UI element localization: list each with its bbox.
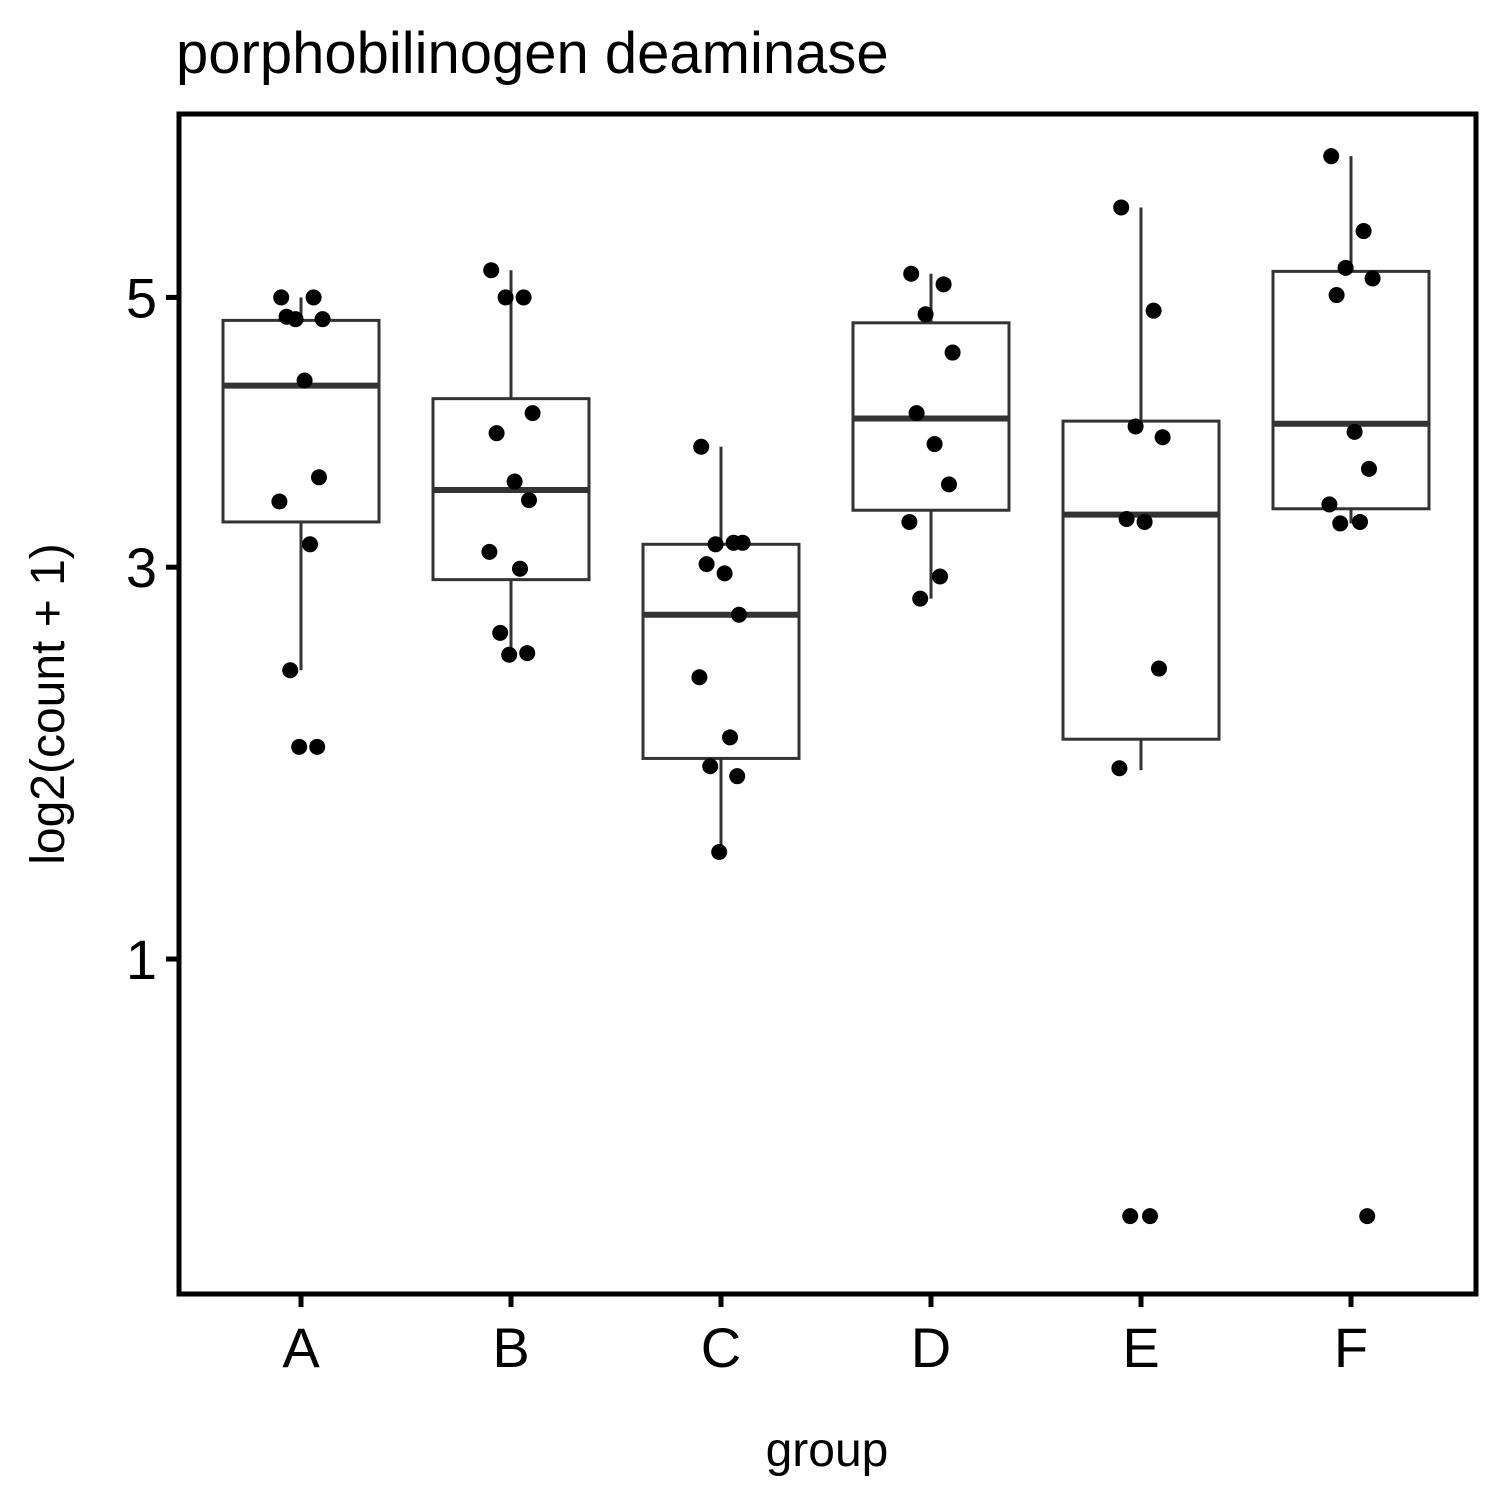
point-B-7 — [521, 492, 537, 509]
box-C — [641, 446, 801, 852]
box-F — [1271, 156, 1431, 524]
point-C-6 — [716, 565, 733, 582]
point-C-8 — [691, 669, 708, 686]
point-F-9 — [1352, 513, 1368, 530]
chart-title: porphobilinogen deaminase — [176, 21, 889, 86]
point-A-12 — [291, 738, 308, 755]
point-B-4 — [524, 405, 541, 422]
point-D-8 — [901, 513, 918, 530]
x-tick-label-A: A — [282, 1316, 320, 1379]
point-F-2 — [1355, 223, 1372, 240]
point-D-7 — [941, 476, 957, 493]
point-E-8 — [1111, 760, 1128, 777]
x-tick-label-F: F — [1334, 1316, 1368, 1379]
point-B-11 — [519, 645, 536, 662]
point-F-4 — [1364, 270, 1381, 287]
y-axis: 1 3 5 — [126, 266, 179, 991]
point-E-4 — [1154, 429, 1171, 446]
point-A-7 — [311, 469, 327, 486]
plot-panel — [176, 111, 1479, 1297]
point-A-1 — [273, 289, 290, 306]
point-E-5 — [1118, 511, 1135, 528]
point-F-8 — [1321, 496, 1338, 513]
point-B-6 — [506, 473, 523, 490]
point-B-12 — [501, 646, 518, 663]
point-D-3 — [917, 306, 934, 323]
x-tick-label-D: D — [911, 1316, 951, 1379]
point-D-5 — [908, 405, 925, 422]
point-C-3 — [707, 536, 724, 553]
point-A-10 — [282, 662, 299, 679]
point-B-8 — [481, 543, 498, 560]
box-E — [1061, 207, 1221, 771]
point-B-9 — [512, 560, 528, 577]
box-B — [431, 270, 591, 655]
point-C-1 — [693, 438, 710, 455]
point-A-2 — [305, 289, 322, 306]
point-E-2 — [1145, 302, 1162, 319]
x-tick-label-B: B — [492, 1316, 529, 1379]
point-A-5 — [278, 308, 295, 325]
boxes-layer — [221, 156, 1431, 852]
x-tick-label-E: E — [1122, 1316, 1159, 1379]
point-D-4 — [944, 344, 961, 361]
point-B-1 — [483, 262, 500, 279]
box-rect-A — [221, 318, 381, 524]
point-B-2 — [515, 289, 532, 306]
point-C-12 — [711, 843, 728, 860]
point-D-6 — [926, 436, 943, 453]
point-D-9 — [932, 568, 948, 585]
point-C-7 — [731, 606, 747, 623]
point-A-11 — [309, 738, 326, 755]
y-tick-label-3: 3 — [126, 536, 157, 599]
box-rect-E — [1061, 419, 1221, 741]
point-A-4 — [314, 311, 331, 328]
point-E-7 — [1151, 660, 1167, 677]
box-A — [221, 297, 381, 671]
point-C-11 — [729, 768, 746, 785]
point-A-9 — [302, 536, 318, 553]
point-C-10 — [702, 758, 719, 775]
point-E-9 — [1142, 1208, 1158, 1225]
point-F-3 — [1337, 259, 1354, 276]
point-C-4 — [734, 534, 751, 551]
point-C-5 — [698, 556, 715, 573]
point-F-7 — [1361, 460, 1377, 477]
x-axis-title: group — [766, 1424, 889, 1477]
x-tick-label-C: C — [701, 1316, 741, 1379]
point-F-6 — [1346, 423, 1363, 440]
point-A-8 — [271, 493, 288, 510]
point-D-10 — [912, 590, 929, 607]
y-tick-label-5: 5 — [126, 266, 157, 329]
x-axis: A B C D E F — [282, 1294, 1368, 1379]
point-F-10 — [1332, 515, 1349, 532]
y-axis-title: log2(count + 1) — [22, 543, 75, 865]
y-tick-label-1: 1 — [126, 928, 157, 991]
point-A-6 — [296, 372, 313, 389]
point-F-1 — [1323, 148, 1340, 165]
box-D — [851, 273, 1011, 599]
point-F-5 — [1328, 287, 1345, 304]
point-C-9 — [722, 729, 738, 746]
point-E-1 — [1113, 199, 1130, 216]
box-rect-F — [1271, 269, 1431, 511]
point-B-3 — [497, 289, 514, 306]
point-D-1 — [903, 265, 920, 282]
point-B-10 — [492, 624, 509, 641]
point-D-2 — [935, 276, 952, 293]
point-F-11 — [1359, 1208, 1376, 1225]
point-E-6 — [1136, 513, 1153, 530]
points-layer — [271, 148, 1381, 1225]
point-E-10 — [1122, 1208, 1139, 1225]
point-E-3 — [1127, 418, 1144, 435]
point-B-5 — [488, 425, 505, 442]
